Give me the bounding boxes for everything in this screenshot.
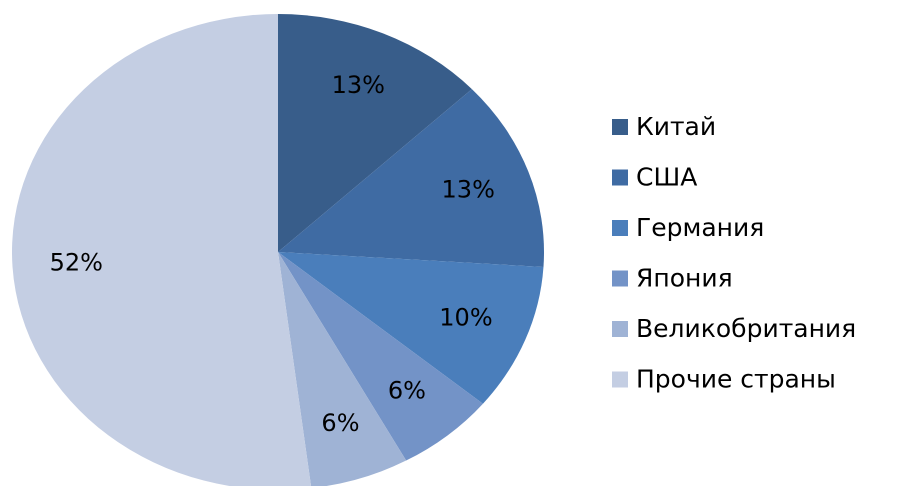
pie-slice	[278, 252, 407, 486]
slice-label: 13%	[332, 71, 385, 99]
pie-slice	[278, 252, 483, 461]
legend-label: Китай	[636, 112, 716, 141]
legend-swatch	[612, 371, 628, 388]
legend-label: Прочие страны	[636, 365, 836, 394]
legend-swatch	[612, 270, 628, 287]
legend-swatch	[612, 119, 628, 135]
legend-swatch	[612, 220, 628, 236]
pie-slice	[278, 14, 472, 252]
slice-label: 10%	[439, 304, 492, 332]
pie-slice	[12, 14, 312, 486]
legend-label: Великобритания	[636, 314, 856, 343]
slice-label: 6%	[321, 409, 359, 437]
pie-slice	[278, 252, 544, 404]
legend-label: Япония	[636, 264, 733, 293]
legend-label: США	[636, 163, 697, 192]
slice-label: 52%	[50, 248, 103, 276]
legend-swatch	[612, 321, 628, 337]
slice-label: 13%	[442, 176, 495, 204]
legend-label: Германия	[636, 213, 764, 242]
legend-swatch	[612, 169, 628, 186]
slice-label: 6%	[388, 376, 426, 404]
pie-slice	[278, 89, 544, 267]
